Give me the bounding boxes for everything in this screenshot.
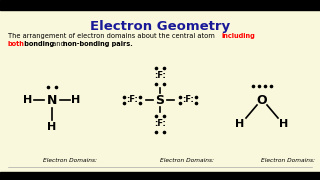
Text: The arrangement of electron domains about the central atom: The arrangement of electron domains abou…: [8, 33, 217, 39]
Text: H: H: [71, 95, 81, 105]
Text: H: H: [47, 122, 57, 132]
Text: H: H: [236, 119, 244, 129]
Text: H: H: [23, 95, 33, 105]
Text: :F:: :F:: [182, 96, 194, 105]
Text: non-bonding pairs.: non-bonding pairs.: [63, 41, 133, 47]
Text: :F:: :F:: [154, 71, 166, 80]
Text: Electron Geometry: Electron Geometry: [90, 20, 230, 33]
Text: Electron Domains:: Electron Domains:: [261, 158, 315, 163]
Text: Electron Domains:: Electron Domains:: [160, 158, 214, 163]
Text: bonding: bonding: [22, 41, 54, 47]
Text: Electron Domains:: Electron Domains:: [43, 158, 97, 163]
Text: N: N: [47, 93, 57, 107]
Bar: [0, 0, 320, 10]
Text: including: including: [222, 33, 256, 39]
Text: both: both: [8, 41, 25, 47]
Text: O: O: [257, 93, 267, 107]
Bar: [0, 172, 320, 180]
Text: S: S: [156, 93, 164, 107]
Text: H: H: [279, 119, 289, 129]
Text: :F:: :F:: [126, 96, 138, 105]
Text: :F:: :F:: [154, 120, 166, 129]
Text: and: and: [50, 41, 67, 47]
